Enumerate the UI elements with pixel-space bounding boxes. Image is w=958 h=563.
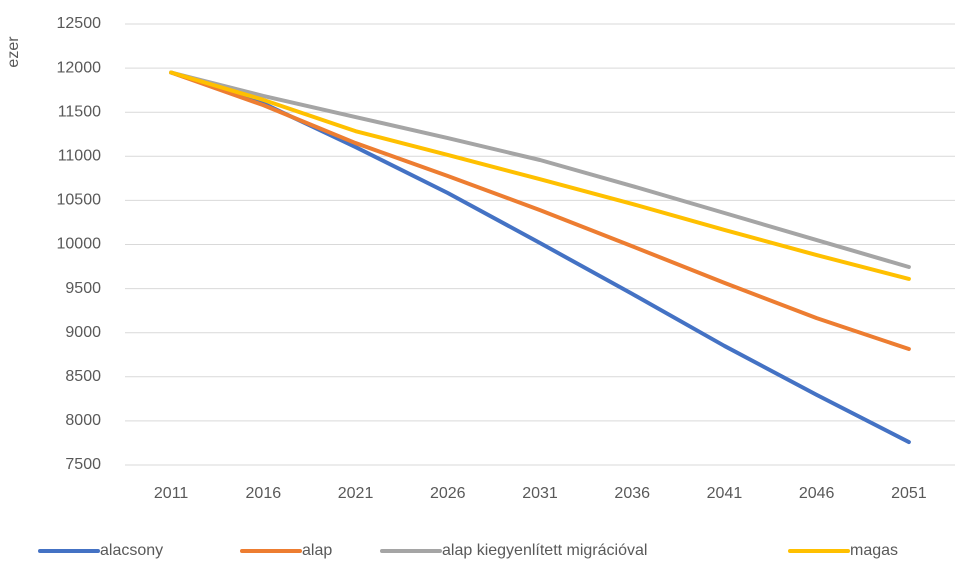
y-tick-label: 12500: [57, 15, 102, 32]
x-tick-label: 2051: [891, 485, 927, 502]
y-tick-label: 8000: [65, 412, 101, 429]
x-tick-label: 2021: [338, 485, 374, 502]
x-tick-label: 2016: [246, 485, 282, 502]
y-tick-label: 9000: [65, 324, 101, 341]
x-tick-label: 2036: [614, 485, 650, 502]
y-tick-label: 11000: [58, 148, 101, 165]
y-tick-label: 9500: [65, 280, 101, 297]
y-tick-label: 11500: [58, 103, 101, 120]
line-series: [169, 70, 911, 352]
y-axis-label: ezer: [5, 36, 22, 68]
x-tick-label: 2046: [799, 485, 835, 502]
x-tick-label: 2026: [430, 485, 466, 502]
legend-label: alap: [302, 542, 332, 559]
line-series: [169, 70, 911, 445]
y-tick-label: 8500: [65, 368, 101, 385]
legend-label: alacsony: [100, 542, 163, 559]
legend-label: alap kiegyenlített migrációval: [442, 542, 647, 559]
legend-label: magas: [850, 542, 898, 559]
x-tick-label: 2041: [707, 485, 743, 502]
line-series: [169, 70, 911, 269]
y-tick-label: 7500: [65, 456, 101, 473]
x-tick-label: 2031: [522, 485, 558, 502]
y-tick-label: 12000: [57, 59, 102, 76]
line-series: [169, 70, 911, 281]
y-tick-label: 10000: [57, 236, 102, 253]
x-tick-label: 2011: [154, 485, 189, 502]
y-tick-label: 10500: [57, 192, 102, 209]
